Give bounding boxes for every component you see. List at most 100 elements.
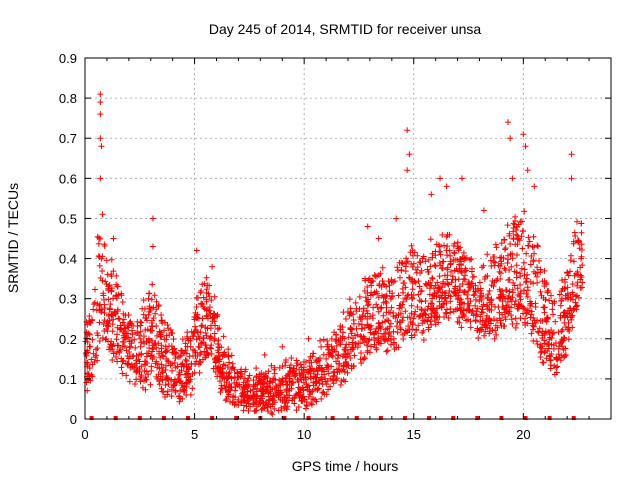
data-point bbox=[206, 293, 213, 300]
data-point bbox=[517, 288, 524, 295]
data-point bbox=[444, 276, 451, 283]
data-point bbox=[193, 303, 200, 310]
data-point bbox=[553, 364, 560, 371]
data-point bbox=[108, 256, 115, 263]
data-point bbox=[541, 267, 548, 274]
data-point bbox=[139, 384, 146, 391]
data-point bbox=[269, 411, 276, 418]
data-point bbox=[157, 354, 164, 361]
data-point bbox=[365, 296, 372, 303]
zero-marker bbox=[330, 416, 335, 420]
data-point bbox=[452, 276, 459, 283]
data-point bbox=[113, 292, 120, 299]
data-point bbox=[496, 268, 503, 275]
data-point bbox=[212, 359, 219, 366]
data-point bbox=[443, 299, 450, 306]
data-point bbox=[559, 336, 566, 343]
data-point bbox=[492, 259, 499, 266]
data-point bbox=[218, 382, 225, 389]
data-point bbox=[418, 307, 425, 314]
data-point bbox=[211, 318, 218, 325]
data-point bbox=[118, 364, 125, 371]
data-point bbox=[114, 306, 121, 313]
data-point bbox=[225, 374, 232, 381]
data-point bbox=[182, 347, 189, 354]
data-point bbox=[495, 262, 502, 269]
data-point bbox=[386, 282, 393, 289]
data-point bbox=[301, 396, 308, 403]
data-point bbox=[308, 359, 315, 366]
data-point bbox=[431, 262, 438, 269]
data-point bbox=[141, 377, 148, 384]
data-point bbox=[201, 348, 208, 355]
data-point bbox=[245, 394, 252, 401]
data-point bbox=[420, 327, 427, 334]
data-point bbox=[375, 338, 382, 345]
data-point bbox=[102, 278, 109, 285]
data-point bbox=[311, 368, 318, 375]
data-point bbox=[330, 372, 337, 379]
data-point bbox=[222, 397, 229, 404]
data-point bbox=[199, 322, 206, 329]
data-point bbox=[532, 270, 539, 277]
data-point bbox=[298, 364, 305, 371]
data-point bbox=[369, 278, 376, 285]
data-point bbox=[191, 369, 198, 376]
data-point bbox=[215, 349, 222, 356]
data-point bbox=[432, 263, 439, 270]
data-point bbox=[87, 320, 94, 327]
data-point bbox=[268, 409, 275, 416]
data-point bbox=[364, 310, 371, 317]
data-point bbox=[168, 393, 175, 400]
zero-marker bbox=[523, 416, 528, 420]
x-tick-label: 0 bbox=[81, 427, 88, 442]
data-point bbox=[527, 314, 534, 321]
data-point bbox=[540, 294, 547, 301]
data-point bbox=[460, 311, 467, 318]
data-point bbox=[162, 366, 169, 373]
data-point bbox=[253, 403, 260, 410]
data-point bbox=[287, 362, 294, 369]
data-point bbox=[534, 328, 541, 335]
data-point bbox=[127, 364, 134, 371]
data-point bbox=[244, 383, 251, 390]
data-point bbox=[473, 311, 480, 318]
data-point bbox=[294, 360, 301, 367]
data-point bbox=[257, 373, 264, 380]
data-point bbox=[411, 278, 418, 285]
data-point bbox=[400, 289, 407, 296]
data-point bbox=[481, 322, 488, 329]
data-point bbox=[497, 288, 504, 295]
data-point bbox=[385, 309, 392, 316]
data-point bbox=[172, 364, 179, 371]
data-point bbox=[318, 395, 325, 402]
data-point bbox=[502, 313, 509, 320]
data-point bbox=[399, 331, 406, 338]
data-point bbox=[94, 345, 101, 352]
data-point bbox=[468, 268, 475, 275]
data-point bbox=[524, 287, 531, 294]
data-point bbox=[347, 324, 354, 331]
data-point bbox=[324, 341, 331, 348]
data-point bbox=[509, 250, 516, 257]
data-point bbox=[323, 355, 330, 362]
data-point bbox=[422, 297, 429, 304]
data-point bbox=[88, 371, 95, 378]
x-axis-label: GPS time / hours bbox=[292, 458, 399, 474]
data-point bbox=[530, 280, 537, 287]
data-point bbox=[422, 312, 429, 319]
zero-marker bbox=[210, 416, 215, 420]
data-point bbox=[491, 335, 498, 342]
data-point bbox=[566, 327, 573, 334]
data-point bbox=[428, 310, 435, 317]
data-point bbox=[138, 319, 145, 326]
data-point bbox=[115, 342, 122, 349]
data-point bbox=[231, 374, 238, 381]
data-point bbox=[347, 354, 354, 361]
data-point bbox=[339, 324, 346, 331]
data-point bbox=[158, 385, 165, 392]
data-point bbox=[409, 264, 416, 271]
data-point-peak bbox=[404, 167, 411, 174]
zero-marker bbox=[137, 416, 142, 420]
data-point bbox=[379, 278, 386, 285]
